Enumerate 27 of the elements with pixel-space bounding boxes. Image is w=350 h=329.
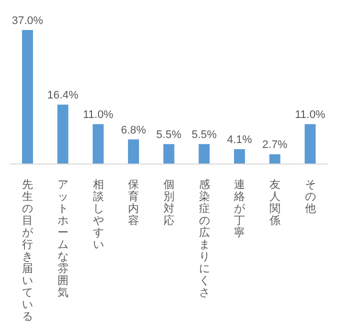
x-tick-label: 連絡が丁寧: [233, 178, 246, 239]
x-tick-label: 個別対応: [164, 178, 174, 227]
data-label: 2.7%: [262, 139, 288, 152]
data-label: 5.5%: [192, 129, 217, 142]
bar: [198, 144, 210, 164]
bar: [234, 149, 245, 164]
category-label: 先生の目が行き届いている: [22, 178, 34, 323]
category-label: アットホームな雰囲気: [58, 178, 68, 299]
bar: [304, 124, 316, 164]
data-label: 5.5%: [156, 129, 182, 142]
bar: [269, 154, 280, 164]
x-tick-label: 友人関係: [270, 178, 280, 227]
bar: [22, 30, 33, 164]
data-label: 37.0%: [12, 15, 44, 27]
data-label: 4.1%: [226, 134, 252, 146]
data-label: 11.0%: [294, 109, 326, 122]
x-tick-label: 相談しやすい: [92, 178, 104, 251]
data-label: 16.4%: [47, 90, 79, 102]
data-label: 6.8%: [120, 124, 146, 136]
bar: [163, 144, 174, 164]
x-tick-label: その他: [304, 178, 316, 215]
data-label: 11.0%: [82, 109, 114, 122]
x-tick-label: 保育内容: [128, 178, 140, 227]
category-label: 感染症の広まりにくさ: [198, 178, 210, 299]
bar: [57, 104, 68, 164]
bar: [92, 124, 104, 164]
bar: [128, 139, 139, 164]
